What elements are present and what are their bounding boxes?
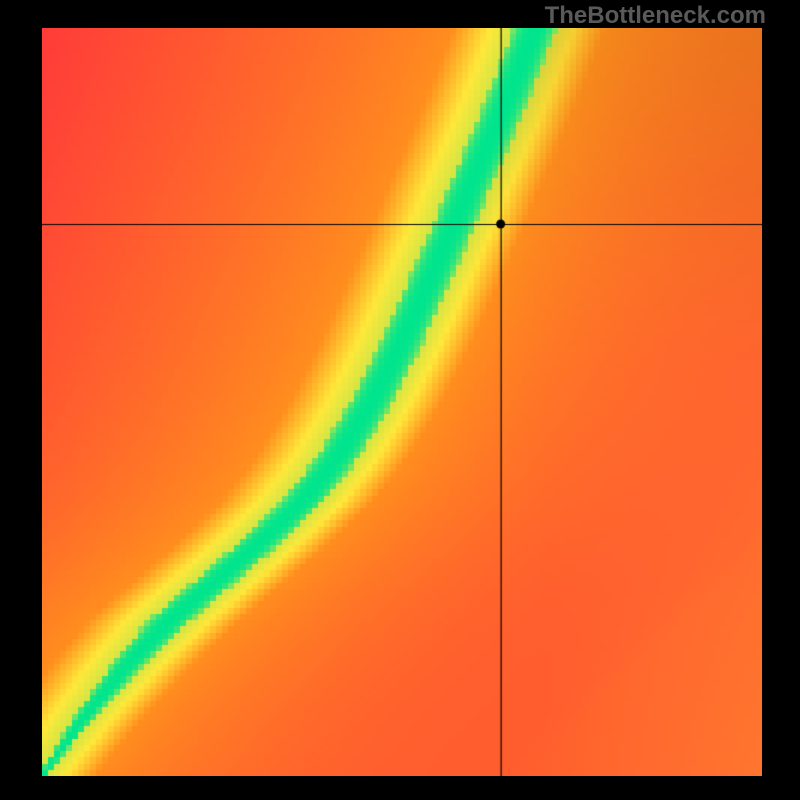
watermark-text: TheBottleneck.com — [545, 2, 766, 30]
chart-container: TheBottleneck.com — [0, 0, 800, 800]
crosshair-overlay — [42, 28, 762, 776]
